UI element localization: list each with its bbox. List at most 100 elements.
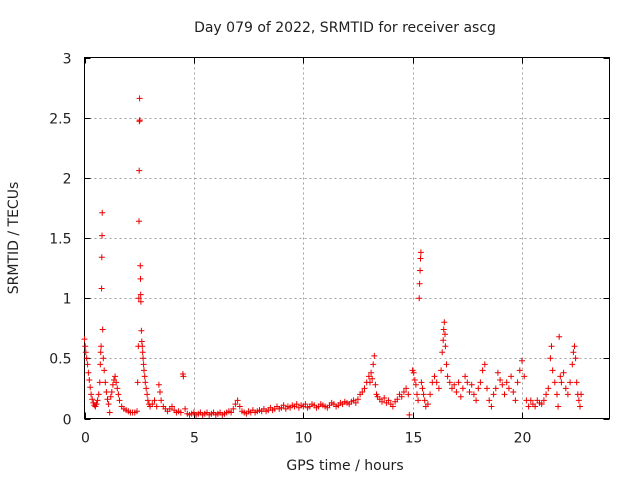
data-point bbox=[516, 367, 523, 374]
chart-title: Day 079 of 2022, SRMTID for receiver asc… bbox=[194, 20, 496, 36]
data-point bbox=[89, 396, 96, 403]
data-point bbox=[182, 405, 189, 412]
data-point bbox=[440, 326, 447, 333]
data-point bbox=[443, 361, 450, 368]
data-point bbox=[419, 385, 426, 392]
data-point bbox=[139, 343, 146, 350]
data-point bbox=[503, 379, 510, 386]
data-point bbox=[440, 337, 447, 344]
data-point bbox=[361, 385, 368, 392]
data-point bbox=[394, 396, 401, 403]
data-point bbox=[473, 397, 480, 404]
data-point bbox=[573, 379, 580, 386]
data-point bbox=[484, 385, 490, 392]
data-point bbox=[548, 343, 555, 350]
x-tick-label: 20 bbox=[514, 431, 532, 447]
data-point bbox=[136, 117, 143, 124]
data-point bbox=[449, 385, 455, 392]
data-point bbox=[406, 411, 413, 418]
data-point bbox=[411, 377, 418, 383]
data-point bbox=[499, 381, 506, 388]
data-point bbox=[139, 349, 146, 356]
data-point bbox=[441, 319, 448, 326]
data-point bbox=[427, 391, 434, 398]
data-point bbox=[157, 389, 163, 395]
data-point bbox=[100, 355, 107, 362]
data-point bbox=[525, 403, 532, 410]
data-point bbox=[418, 379, 425, 386]
data-point bbox=[497, 377, 504, 383]
data-point bbox=[93, 401, 100, 408]
data-point bbox=[86, 377, 93, 383]
x-tick-label: 5 bbox=[190, 431, 199, 447]
data-point bbox=[558, 379, 565, 386]
data-point bbox=[134, 408, 140, 415]
data-point bbox=[439, 349, 446, 356]
data-point bbox=[547, 355, 554, 362]
data-point bbox=[545, 385, 552, 392]
data-point bbox=[488, 403, 495, 410]
data-point bbox=[412, 381, 419, 388]
data-point bbox=[140, 361, 147, 368]
x-axis-label: GPS time / hours bbox=[286, 458, 403, 474]
data-point bbox=[551, 379, 558, 386]
data-point bbox=[543, 391, 550, 398]
data-point bbox=[103, 389, 110, 395]
data-point bbox=[416, 295, 423, 302]
data-point bbox=[451, 381, 458, 388]
data-point bbox=[464, 379, 471, 386]
data-point bbox=[144, 397, 151, 404]
data-point bbox=[398, 393, 405, 400]
data-point bbox=[519, 357, 525, 364]
data-point bbox=[230, 405, 237, 412]
data-point bbox=[549, 367, 556, 374]
x-tick-label: 0 bbox=[81, 431, 90, 447]
data-point bbox=[494, 369, 501, 376]
grid-lines bbox=[84, 57, 610, 419]
data-point bbox=[109, 381, 116, 388]
data-point bbox=[153, 403, 160, 410]
data-point bbox=[149, 401, 156, 408]
data-point bbox=[151, 397, 158, 404]
data-point bbox=[459, 385, 466, 392]
y-tick-label: 0 bbox=[63, 413, 72, 429]
data-point bbox=[96, 379, 103, 386]
data-point bbox=[444, 373, 451, 380]
data-points bbox=[81, 95, 585, 418]
data-point bbox=[400, 389, 407, 395]
data-point bbox=[141, 367, 147, 374]
data-point bbox=[577, 403, 583, 410]
data-point bbox=[417, 255, 424, 262]
axis-ticks: 0 0.5 1 1.5 2 2.5 3 0 5 10 15 20 bbox=[49, 52, 610, 447]
x-tick-label: 15 bbox=[405, 431, 423, 447]
data-point bbox=[389, 403, 396, 410]
data-point bbox=[555, 403, 562, 410]
data-point bbox=[143, 385, 150, 392]
data-point bbox=[567, 379, 574, 386]
data-point bbox=[82, 343, 89, 350]
data-point bbox=[431, 373, 438, 380]
data-point bbox=[99, 232, 105, 239]
data-point bbox=[138, 327, 145, 334]
data-point bbox=[410, 369, 417, 376]
data-point bbox=[442, 343, 449, 350]
data-point bbox=[557, 373, 564, 380]
data-point bbox=[158, 397, 165, 404]
data-point bbox=[540, 397, 547, 404]
data-point bbox=[417, 249, 424, 256]
y-tick-label: 2.5 bbox=[49, 112, 71, 128]
data-point bbox=[486, 397, 493, 404]
data-point bbox=[177, 409, 184, 416]
data-point bbox=[556, 333, 563, 340]
data-point bbox=[137, 262, 144, 269]
data-point bbox=[352, 399, 359, 406]
data-point bbox=[424, 401, 431, 408]
data-point bbox=[510, 389, 517, 395]
data-point bbox=[405, 391, 412, 398]
data-point bbox=[446, 379, 453, 386]
data-point bbox=[354, 396, 361, 403]
data-point bbox=[370, 361, 377, 368]
data-point bbox=[113, 379, 120, 386]
data-point bbox=[468, 381, 475, 388]
data-point bbox=[302, 401, 309, 408]
